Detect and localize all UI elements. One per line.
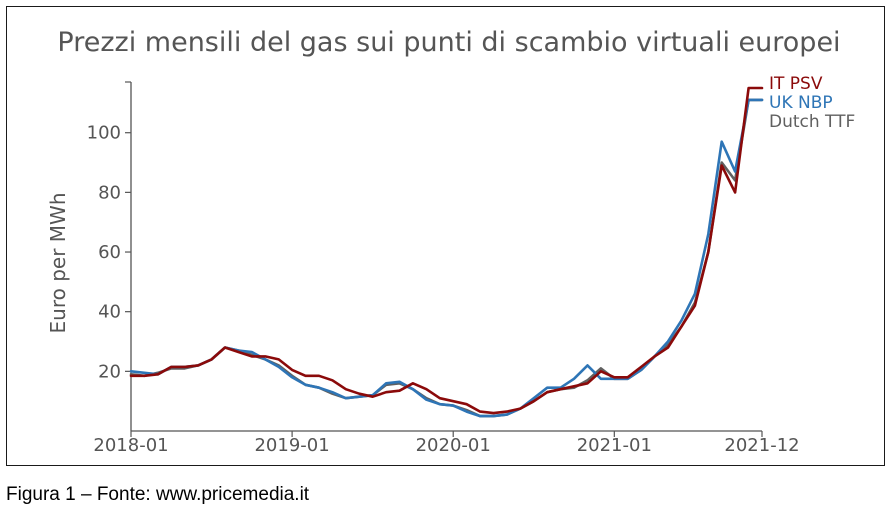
x-tick-label: 2019-01: [254, 435, 329, 456]
figure-caption: Figura 1 – Fonte: www.pricemedia.it: [6, 484, 310, 505]
y-tick-label: 60: [98, 242, 121, 263]
x-ticks: 2018-01 2019-01 2020-01 2021-01 2021-12: [93, 431, 800, 456]
series-lines: [129, 86, 764, 418]
legend-label-it-psv: IT PSV: [769, 74, 823, 94]
y-tick-label: 80: [98, 182, 121, 203]
legend-label-dutch-ttf: Dutch TTF: [769, 112, 855, 132]
y-ticks: 20 40 60 80 100: [87, 81, 131, 382]
line-chart: Prezzi mensili del gas sui punti di scam…: [46, 27, 855, 456]
legend-label-uk-nbp: UK NBP: [769, 93, 833, 113]
x-tick-label: 2021-01: [577, 435, 652, 456]
x-tick-label: 2021-12: [724, 435, 799, 456]
chart-frame: Prezzi mensili del gas sui punti di scam…: [6, 6, 885, 466]
series-line-uk-nbp: [129, 98, 764, 418]
y-tick-label: 20: [98, 361, 121, 382]
y-axis-label: Euro per MWh: [46, 193, 70, 334]
x-tick-label: 2020-01: [416, 435, 491, 456]
chart-title: Prezzi mensili del gas sui punti di scam…: [57, 27, 840, 58]
series-line-dutch-ttf: [129, 98, 764, 418]
series-line-it-psv: [129, 86, 764, 415]
y-tick-label: 40: [98, 302, 121, 323]
x-tick-label: 2018-01: [93, 435, 168, 456]
y-tick-label: 100: [87, 123, 121, 144]
